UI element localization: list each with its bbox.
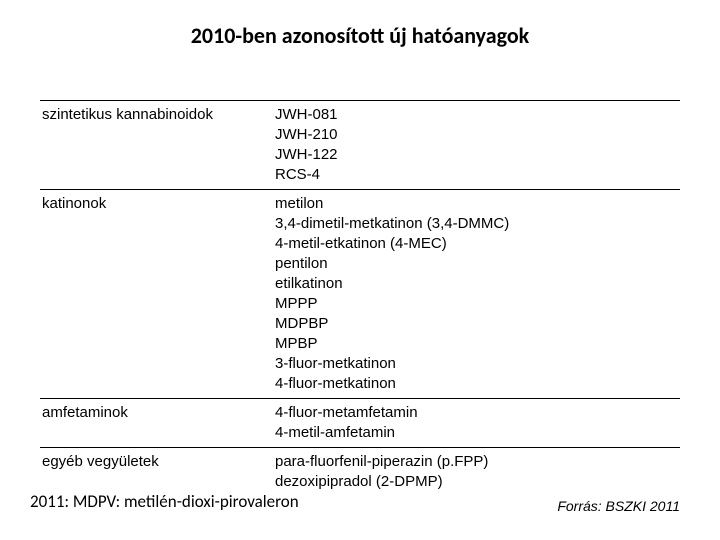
substance-item: MPPP — [275, 294, 680, 314]
substance-item: MDPBP — [275, 314, 680, 334]
page-title: 2010-ben azonosított új hatóanyagok — [0, 22, 720, 49]
category-label: egyéb vegyületek — [40, 448, 275, 496]
category-label: amfetaminok — [40, 399, 275, 447]
items-cell: 4-fluor-metamfetamin4-metil-amfetamin — [275, 399, 680, 447]
table-row: szintetikus kannabinoidokJWH-081JWH-210J… — [40, 100, 680, 189]
substance-item: 4-fluor-metkatinon — [275, 374, 680, 394]
items-cell: JWH-081JWH-210JWH-122RCS-4 — [275, 101, 680, 189]
category-label: szintetikus kannabinoidok — [40, 101, 275, 189]
substance-item: para-fluorfenil-piperazin (p.FPP) — [275, 452, 680, 472]
substance-item: pentilon — [275, 254, 680, 274]
substance-item: 4-fluor-metamfetamin — [275, 403, 680, 423]
substance-item: 3,4-dimetil-metkatinon (3,4-DMMC) — [275, 214, 680, 234]
table-row: amfetaminok4-fluor-metamfetamin4-metil-a… — [40, 398, 680, 447]
items-cell: metilon3,4-dimetil-metkatinon (3,4-DMMC)… — [275, 190, 680, 398]
substance-item: 4-metil-etkatinon (4-MEC) — [275, 234, 680, 254]
substance-table: szintetikus kannabinoidokJWH-081JWH-210J… — [40, 100, 680, 496]
substance-item: JWH-081 — [275, 105, 680, 125]
substance-item: RCS-4 — [275, 165, 680, 185]
substance-item: 4-metil-amfetamin — [275, 423, 680, 443]
table-row: katinonokmetilon3,4-dimetil-metkatinon (… — [40, 189, 680, 398]
substance-item: JWH-210 — [275, 125, 680, 145]
substance-item: JWH-122 — [275, 145, 680, 165]
substance-item: MPBP — [275, 334, 680, 354]
table-row: egyéb vegyületekpara-fluorfenil-piperazi… — [40, 447, 680, 496]
items-cell: para-fluorfenil-piperazin (p.FPP)dezoxip… — [275, 448, 680, 496]
substance-item: 3-fluor-metkatinon — [275, 354, 680, 374]
substance-item: etilkatinon — [275, 274, 680, 294]
source-attribution: Forrás: BSZKI 2011 — [557, 498, 680, 514]
substance-item: dezoxipipradol (2-DPMP) — [275, 472, 680, 492]
footnote: 2011: MDPV: metilén-dioxi-pirovaleron — [30, 491, 299, 512]
category-label: katinonok — [40, 190, 275, 398]
substance-item: metilon — [275, 194, 680, 214]
